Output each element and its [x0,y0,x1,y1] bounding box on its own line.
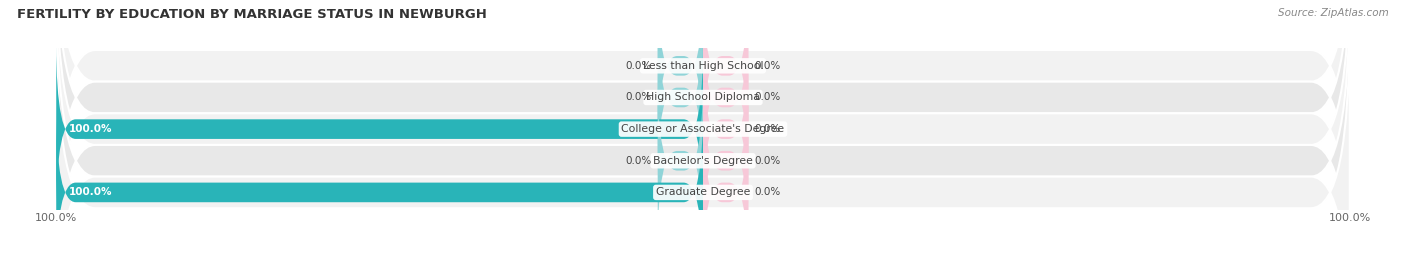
FancyBboxPatch shape [658,12,703,183]
Text: Less than High School: Less than High School [643,61,763,71]
FancyBboxPatch shape [658,0,703,151]
FancyBboxPatch shape [56,107,703,269]
Text: 0.0%: 0.0% [755,61,780,71]
FancyBboxPatch shape [56,44,703,214]
FancyBboxPatch shape [703,12,748,183]
Text: 100.0%: 100.0% [69,187,112,197]
Text: 0.0%: 0.0% [626,61,651,71]
FancyBboxPatch shape [703,76,748,246]
Text: 0.0%: 0.0% [755,156,780,166]
FancyBboxPatch shape [56,0,1350,269]
Text: Graduate Degree: Graduate Degree [655,187,751,197]
FancyBboxPatch shape [56,18,1350,269]
FancyBboxPatch shape [703,44,748,214]
FancyBboxPatch shape [658,76,703,246]
FancyBboxPatch shape [56,0,1350,240]
Text: 0.0%: 0.0% [755,93,780,102]
Legend: Married, Unmarried: Married, Unmarried [614,266,792,269]
Text: 0.0%: 0.0% [626,93,651,102]
Text: 0.0%: 0.0% [626,156,651,166]
FancyBboxPatch shape [703,0,748,151]
Text: Source: ZipAtlas.com: Source: ZipAtlas.com [1278,8,1389,18]
Text: High School Diploma: High School Diploma [647,93,759,102]
Text: College or Associate's Degree: College or Associate's Degree [621,124,785,134]
FancyBboxPatch shape [703,107,748,269]
Text: Bachelor's Degree: Bachelor's Degree [652,156,754,166]
Text: 0.0%: 0.0% [755,187,780,197]
FancyBboxPatch shape [56,0,1350,269]
Text: 0.0%: 0.0% [755,124,780,134]
Text: FERTILITY BY EDUCATION BY MARRIAGE STATUS IN NEWBURGH: FERTILITY BY EDUCATION BY MARRIAGE STATU… [17,8,486,21]
FancyBboxPatch shape [56,0,1350,269]
Text: 100.0%: 100.0% [69,124,112,134]
